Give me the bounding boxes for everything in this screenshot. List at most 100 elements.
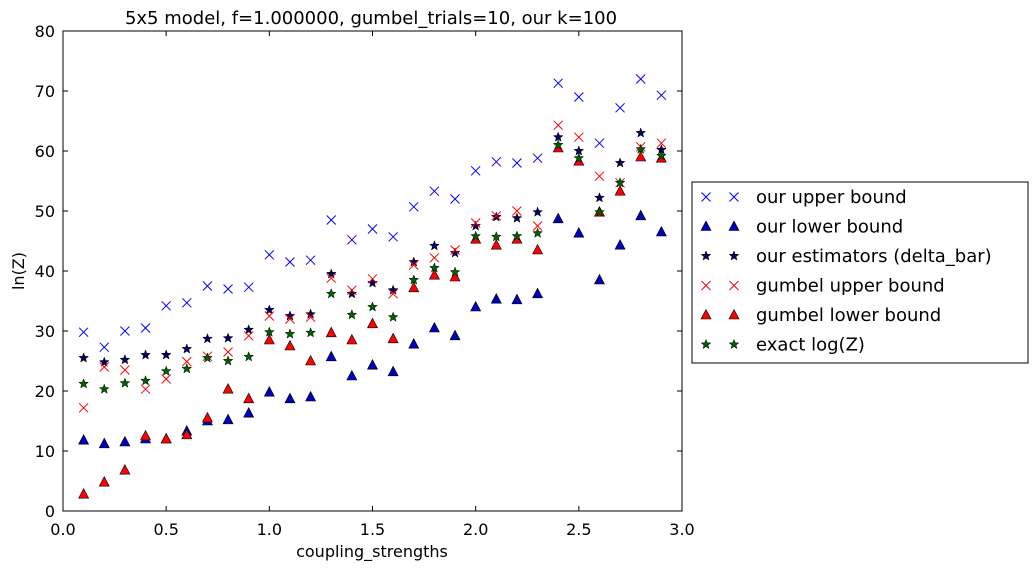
y-tick-label: 70 bbox=[35, 82, 55, 101]
legend-marker bbox=[729, 280, 739, 291]
data-point bbox=[573, 132, 584, 143]
data-point bbox=[387, 284, 399, 295]
data-point bbox=[387, 311, 399, 322]
legend-entry: our upper bound bbox=[701, 187, 907, 208]
data-point bbox=[387, 332, 399, 344]
legend-entry: gumbel upper bound bbox=[701, 276, 945, 297]
legend-label: our upper bound bbox=[756, 187, 907, 208]
data-point bbox=[78, 488, 90, 499]
x-axis: 0.0 0.5 1.0 1.5 2.0 2.5 3.0 bbox=[50, 31, 695, 539]
data-point bbox=[284, 328, 296, 339]
data-point bbox=[655, 225, 667, 237]
data-point bbox=[347, 285, 357, 296]
data-point bbox=[594, 171, 605, 182]
data-point bbox=[635, 74, 646, 84]
x-tick-label: 2.5 bbox=[566, 520, 591, 539]
data-point bbox=[656, 90, 667, 101]
data-point bbox=[181, 343, 193, 354]
legend-label: gumbel upper bound bbox=[756, 276, 945, 297]
data-point bbox=[532, 287, 544, 299]
legend-entry: exact log(Z) bbox=[700, 335, 865, 356]
data-point bbox=[449, 266, 461, 277]
series-5 bbox=[78, 139, 667, 394]
data-point bbox=[326, 215, 337, 225]
legend-marker bbox=[728, 250, 740, 261]
chart-title: 5x5 model, f=1.000000, gumbel_trials=10,… bbox=[125, 8, 617, 29]
data-point bbox=[140, 384, 151, 395]
data-point bbox=[491, 156, 502, 167]
legend-entry: gumbel lower bound bbox=[700, 305, 941, 326]
data-point bbox=[491, 210, 502, 221]
data-point bbox=[408, 260, 419, 270]
legend-label: our lower bound bbox=[756, 217, 903, 238]
x-tick-label: 1.5 bbox=[360, 520, 385, 539]
data-point bbox=[264, 311, 275, 321]
data-point bbox=[532, 221, 543, 231]
data-point bbox=[201, 411, 213, 423]
data-point bbox=[326, 273, 337, 284]
data-point bbox=[470, 300, 482, 312]
data-point bbox=[202, 281, 213, 291]
data-point bbox=[512, 206, 522, 216]
data-point bbox=[449, 329, 461, 341]
series-1 bbox=[78, 209, 667, 449]
data-point bbox=[78, 402, 89, 413]
data-point bbox=[615, 102, 625, 113]
data-point bbox=[552, 139, 564, 150]
data-point bbox=[181, 428, 193, 440]
data-point bbox=[119, 377, 131, 388]
data-point bbox=[305, 255, 316, 266]
data-point bbox=[305, 390, 317, 402]
data-point bbox=[470, 165, 481, 176]
data-point bbox=[284, 339, 296, 351]
data-point bbox=[429, 252, 440, 263]
data-point bbox=[119, 464, 131, 475]
data-point bbox=[181, 297, 192, 308]
data-point bbox=[263, 333, 275, 345]
data-point bbox=[325, 288, 337, 299]
data-point bbox=[305, 354, 317, 366]
data-point bbox=[243, 407, 255, 418]
data-point bbox=[408, 274, 420, 285]
data-point bbox=[181, 363, 193, 374]
data-point bbox=[140, 375, 151, 386]
data-point bbox=[367, 224, 378, 234]
data-point bbox=[449, 247, 461, 258]
data-point bbox=[367, 273, 378, 284]
data-point bbox=[532, 243, 544, 255]
data-point bbox=[367, 359, 378, 370]
data-point bbox=[325, 326, 337, 338]
legend-label: exact log(Z) bbox=[756, 335, 865, 356]
data-point bbox=[511, 293, 523, 305]
data-point bbox=[428, 321, 440, 333]
data-point bbox=[470, 218, 481, 228]
y-tick-label: 80 bbox=[35, 22, 55, 41]
legend: our upper bound our lower bound our estima… bbox=[691, 181, 1029, 364]
y-tick-label: 0 bbox=[45, 502, 55, 521]
data-point bbox=[594, 138, 605, 149]
data-point bbox=[388, 288, 398, 299]
data-point bbox=[429, 186, 440, 197]
legend-marker bbox=[700, 338, 712, 350]
data-point bbox=[98, 383, 110, 394]
data-point bbox=[78, 378, 90, 389]
data-point bbox=[367, 301, 378, 312]
data-point bbox=[243, 282, 254, 293]
data-point bbox=[263, 326, 275, 337]
data-point bbox=[98, 356, 110, 367]
data-point bbox=[160, 365, 172, 376]
data-point bbox=[346, 288, 358, 299]
legend-entry: our estimators (delta_bar) bbox=[700, 246, 992, 267]
data-point bbox=[573, 152, 585, 163]
y-axis: 0 10 20 30 40 50 60 70 80 bbox=[35, 22, 682, 521]
x-tick-label: 1.0 bbox=[257, 520, 282, 539]
data-point bbox=[325, 268, 337, 279]
data-point bbox=[243, 324, 255, 335]
data-point bbox=[161, 374, 172, 384]
data-point bbox=[573, 227, 585, 238]
data-point bbox=[553, 120, 564, 131]
data-point bbox=[614, 185, 626, 196]
data-point bbox=[614, 157, 626, 168]
data-point bbox=[284, 310, 296, 321]
